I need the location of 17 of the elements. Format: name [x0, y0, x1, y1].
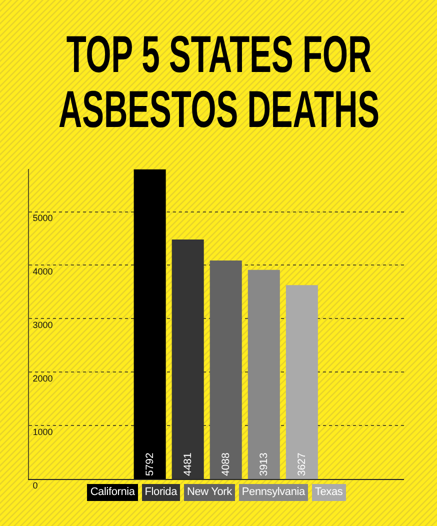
y-tick-label: 5000: [32, 213, 53, 224]
legend-label: Pennsylvania: [242, 484, 308, 501]
y-tick-label: 3000: [32, 320, 53, 330]
data-label: 4481: [182, 452, 194, 476]
y-tick-label: 2000: [32, 374, 53, 384]
data-label: 3627: [296, 452, 308, 476]
chart-title: TOP 5 STATES FOR ASBESTOS DEATHS: [57, 26, 380, 139]
legend-label: Florida: [144, 484, 180, 501]
legend-label: Texas: [314, 484, 346, 501]
y-tick-label: 1000: [32, 427, 53, 437]
legend-label: California: [90, 484, 138, 501]
data-label: 3913: [258, 452, 270, 476]
legend-label: New York: [187, 484, 235, 501]
data-label: 5792: [144, 452, 156, 476]
y-tick-label: 4000: [32, 266, 53, 277]
y-tick-label: 0: [32, 480, 38, 490]
data-label: 4088: [220, 452, 232, 476]
